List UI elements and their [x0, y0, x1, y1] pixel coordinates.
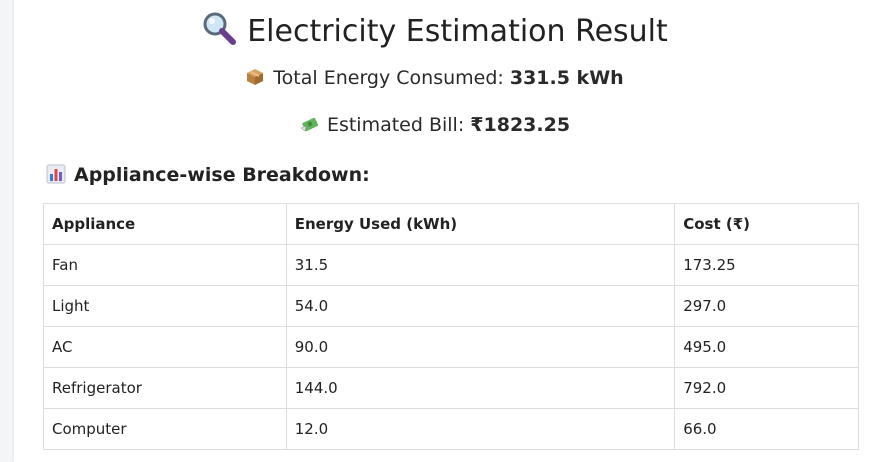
cell-cost: 66.0 — [674, 408, 859, 450]
table-row: Fan 31.5 173.25 — [43, 244, 859, 286]
total-energy-value: 331.5 kWh — [509, 67, 624, 89]
breakdown-heading: Appliance-wise Breakdown: — [46, 164, 370, 186]
cell-appliance: AC — [43, 326, 287, 368]
table-header-row: Appliance Energy Used (kWh) Cost (₹) — [43, 203, 859, 245]
page-title: Electricity Estimation Result — [0, 10, 869, 49]
table-row: Light 54.0 297.0 — [43, 285, 859, 327]
bar-chart-icon — [46, 164, 66, 184]
estimated-bill-value: ₹1823.25 — [470, 114, 571, 136]
header-appliance: Appliance — [43, 203, 287, 245]
cell-energy: 90.0 — [285, 326, 676, 368]
breakdown-heading-text: Appliance-wise Breakdown: — [74, 164, 370, 186]
money-with-wings-icon — [300, 117, 319, 132]
cell-cost: 297.0 — [674, 285, 859, 327]
header-cost: Cost (₹) — [674, 203, 859, 245]
cell-appliance: Refrigerator — [43, 367, 287, 409]
estimated-bill: Estimated Bill: ₹1823.25 — [0, 114, 869, 136]
cell-appliance: Computer — [43, 408, 287, 450]
cell-energy: 54.0 — [285, 285, 676, 327]
cell-cost: 495.0 — [674, 326, 859, 368]
header-energy: Energy Used (kWh) — [285, 203, 676, 245]
cell-cost: 792.0 — [674, 367, 859, 409]
cell-appliance: Light — [43, 285, 287, 327]
total-energy-label: Total Energy Consumed: — [273, 67, 510, 89]
cell-appliance: Fan — [43, 244, 287, 286]
table-row: AC 90.0 495.0 — [43, 326, 859, 368]
cell-energy: 12.0 — [285, 408, 676, 450]
table-row: Computer 12.0 66.0 — [43, 408, 859, 450]
cell-energy: 31.5 — [285, 244, 676, 286]
total-energy: Total Energy Consumed: 331.5 kWh — [0, 67, 869, 89]
magnifier-icon — [203, 12, 237, 45]
table-row: Refrigerator 144.0 792.0 — [43, 367, 859, 409]
estimated-bill-label: Estimated Bill: — [326, 114, 471, 136]
cell-cost: 173.25 — [674, 244, 859, 286]
cell-energy: 144.0 — [285, 367, 676, 409]
breakdown-table: Appliance Energy Used (kWh) Cost (₹) Fan… — [43, 203, 859, 450]
page-title-text: Electricity Estimation Result — [247, 14, 668, 49]
package-icon — [247, 69, 264, 85]
